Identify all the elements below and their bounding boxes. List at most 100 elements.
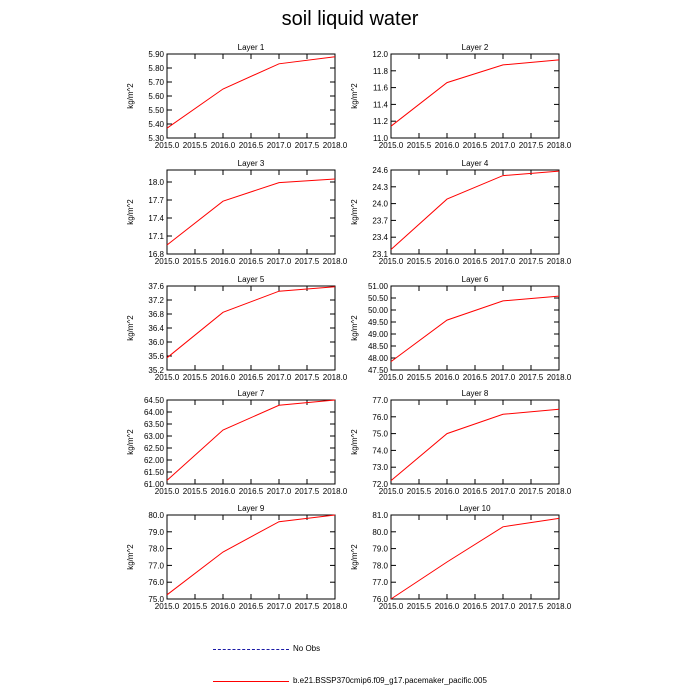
- x-tick-label: 2017.5: [519, 141, 544, 150]
- x-tick-label: 2017.5: [519, 602, 544, 611]
- panel-title: Layer 9: [238, 504, 265, 513]
- series-line: [166, 399, 336, 481]
- series-line: [166, 514, 336, 596]
- panel-title: Layer 10: [459, 504, 491, 513]
- x-tick-label: 2015.5: [407, 141, 432, 150]
- panel-title: Layer 7: [238, 389, 265, 398]
- y-tick-label: 62.50: [144, 444, 165, 453]
- y-tick-label: 5.90: [148, 50, 164, 59]
- y-tick-label: 11.8: [373, 67, 389, 76]
- x-tick-label: 2016.5: [463, 602, 488, 611]
- y-tick-label: 78.0: [148, 545, 164, 554]
- y-axis-label: kg/m^2: [126, 199, 135, 225]
- y-tick-label: 23.4: [372, 233, 388, 242]
- y-tick-label: 16.8: [148, 250, 164, 259]
- x-tick-label: 2017.5: [519, 373, 544, 382]
- y-tick-label: 50.00: [368, 306, 389, 315]
- y-tick-label: 12.0: [372, 50, 388, 59]
- y-tick-label: 72.0: [372, 480, 388, 489]
- x-tick-label: 2016.5: [239, 257, 264, 266]
- x-tick-label: 2018.0: [323, 373, 348, 382]
- legend-obs-label: No Obs: [293, 644, 321, 653]
- y-tick-label: 17.7: [148, 196, 164, 205]
- x-tick-label: 2015.5: [407, 257, 432, 266]
- y-axis-label: kg/m^2: [126, 83, 135, 109]
- y-tick-label: 23.1: [372, 250, 388, 259]
- x-tick-label: 2016.0: [435, 373, 460, 382]
- panel-title: Layer 1: [238, 43, 265, 52]
- x-tick-label: 2018.0: [547, 257, 572, 266]
- y-tick-label: 23.7: [372, 216, 388, 225]
- x-tick-label: 2016.5: [239, 373, 264, 382]
- x-tick-label: 2017.5: [295, 257, 320, 266]
- panel-title: Layer 8: [462, 389, 489, 398]
- x-tick-label: 2016.5: [463, 257, 488, 266]
- x-tick-label: 2016.0: [211, 373, 236, 382]
- page-title: soil liquid water: [281, 8, 419, 30]
- x-tick-label: 2017.0: [491, 141, 516, 150]
- x-tick-label: 2015.5: [183, 487, 208, 496]
- legend-obs-line: [213, 649, 289, 650]
- panel-title: Layer 5: [238, 275, 265, 284]
- y-axis-label: kg/m^2: [350, 199, 359, 225]
- y-axis-label: kg/m^2: [126, 315, 135, 341]
- y-tick-label: 36.8: [148, 310, 164, 319]
- x-tick-label: 2018.0: [323, 141, 348, 150]
- panel-layer-4: Layer 4 kg/m^2 23.1 23.4 23.7 24.0 24.3 24.6 201…: [350, 159, 572, 266]
- y-axis-label: kg/m^2: [350, 429, 359, 455]
- y-axis-label: kg/m^2: [350, 83, 359, 109]
- series-line: [166, 56, 336, 129]
- x-tick-label: 2015.5: [407, 373, 432, 382]
- y-tick-label: 11.2: [373, 117, 389, 126]
- panel-title: Layer 2: [462, 43, 489, 52]
- x-tick-label: 2018.0: [547, 373, 572, 382]
- y-tick-label: 64.00: [144, 408, 165, 417]
- x-tick-label: 2017.5: [295, 373, 320, 382]
- y-tick-label: 37.2: [148, 296, 164, 305]
- y-tick-label: 5.80: [148, 64, 164, 73]
- x-tick-label: 2015.0: [379, 602, 404, 611]
- y-tick-label: 64.50: [144, 396, 165, 405]
- plot-frame: [166, 285, 336, 371]
- x-tick-label: 2015.5: [183, 141, 208, 150]
- y-tick-label: 24.3: [372, 183, 388, 192]
- y-tick-label: 78.0: [372, 561, 388, 570]
- y-tick-label: 24.6: [372, 166, 388, 175]
- y-tick-label: 11.6: [373, 84, 389, 93]
- x-tick-label: 2016.5: [463, 487, 488, 496]
- x-tick-label: 2016.0: [435, 257, 460, 266]
- x-tick-label: 2017.0: [267, 602, 292, 611]
- panel-layer-7: Layer 7 kg/m^2 61.00 61.50 62.00 62.50 63.00 63…: [126, 389, 348, 496]
- x-tick-label: 2015.5: [407, 602, 432, 611]
- x-tick-label: 2017.5: [519, 257, 544, 266]
- y-tick-label: 48.00: [368, 354, 389, 363]
- x-tick-label: 2015.0: [155, 141, 180, 150]
- y-tick-label: 77.0: [372, 396, 388, 405]
- y-axis-label: kg/m^2: [350, 544, 359, 570]
- y-tick-label: 76.0: [372, 595, 388, 604]
- y-tick-label: 5.60: [148, 92, 164, 101]
- series-line: [390, 408, 560, 481]
- x-tick-label: 2016.0: [435, 487, 460, 496]
- plot-frame: [166, 53, 336, 139]
- y-tick-label: 17.1: [148, 232, 164, 241]
- y-tick-label: 61.50: [144, 468, 165, 477]
- y-tick-label: 63.00: [144, 432, 165, 441]
- y-tick-label: 76.0: [148, 578, 164, 587]
- y-tick-label: 37.6: [148, 282, 164, 291]
- x-tick-label: 2016.0: [435, 141, 460, 150]
- x-tick-label: 2016.5: [239, 602, 264, 611]
- y-tick-label: 50.50: [368, 294, 389, 303]
- x-tick-label: 2018.0: [547, 602, 572, 611]
- x-tick-label: 2017.5: [519, 487, 544, 496]
- panel-layer-8: Layer 8 kg/m^2 72.0 73.0 74.0 75.0 76.0 77.0 201…: [350, 389, 572, 496]
- x-tick-label: 2015.0: [155, 373, 180, 382]
- x-tick-label: 2017.0: [267, 373, 292, 382]
- y-tick-label: 76.0: [372, 413, 388, 422]
- panel-layer-6: Layer 6 kg/m^2 47.50 48.00 48.50 49.00 49.50 50…: [350, 275, 572, 382]
- x-tick-label: 2018.0: [323, 257, 348, 266]
- x-tick-label: 2016.5: [239, 141, 264, 150]
- x-tick-label: 2015.0: [379, 373, 404, 382]
- series-line: [166, 286, 336, 359]
